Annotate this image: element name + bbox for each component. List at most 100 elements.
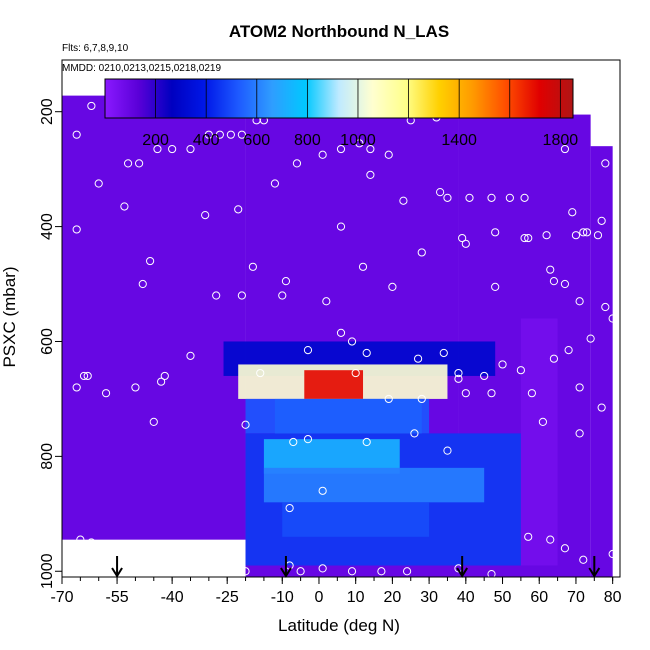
- sample-point: [322, 297, 331, 306]
- sample-point: [146, 256, 155, 266]
- sample-point: [355, 139, 364, 148]
- y-tick-label: 400: [39, 213, 56, 240]
- sample-point: [582, 228, 592, 237]
- sample-point: [439, 348, 448, 358]
- sample-point: [520, 233, 529, 243]
- sample-point: [149, 417, 158, 426]
- sample-point: [204, 130, 213, 139]
- sample-point: [417, 394, 426, 404]
- colorbar-ticks: 200 400 600 800 1000 1400 1800: [142, 132, 578, 149]
- sample-point: [94, 179, 103, 188]
- sample-point: [560, 279, 570, 289]
- sample-point: [487, 570, 496, 579]
- x-tick-label: 70: [567, 589, 585, 606]
- heatmap-layer: [62, 95, 613, 578]
- sample-point: [318, 564, 327, 573]
- heatmap-cell: [263, 467, 485, 503]
- sample-point: [417, 248, 426, 257]
- sample-point: [399, 196, 408, 205]
- sample-point: [384, 150, 393, 159]
- x-tick-label: 50: [494, 589, 512, 606]
- x-tick-label: -55: [106, 589, 129, 606]
- sample-point: [549, 277, 559, 286]
- sample-point: [413, 354, 423, 363]
- sample-point: [520, 193, 529, 202]
- sample-point: [487, 389, 496, 398]
- colorbar-tick-label: 1800: [543, 132, 579, 149]
- sample-point: [579, 228, 588, 237]
- x-tick-label: -10: [271, 589, 294, 606]
- sample-point: [366, 144, 375, 154]
- sample-point: [597, 216, 606, 225]
- colorbar-tick-label: 400: [193, 132, 220, 149]
- sample-point: [303, 345, 313, 355]
- sample-point: [575, 429, 584, 438]
- sample-point: [586, 334, 595, 343]
- colorbar-tick-label: 1400: [441, 132, 477, 149]
- sample-point: [443, 193, 452, 202]
- sample-point: [465, 193, 474, 202]
- sample-point: [480, 371, 489, 381]
- heatmap-cell: [304, 370, 364, 399]
- sample-points-layer: [72, 101, 617, 579]
- sample-point: [593, 231, 603, 240]
- x-tick-label: 0: [315, 589, 324, 606]
- x-tick-label: 80: [604, 589, 622, 606]
- arrow-head: [456, 567, 468, 578]
- dates-subtitle: MMDD: 0210,0213,0215,0218,0219: [62, 63, 221, 74]
- plot-frame: [61, 59, 621, 578]
- colorbar-tick-label: 200: [142, 132, 169, 149]
- sample-point: [76, 535, 85, 544]
- heatmap-cell: [245, 398, 430, 434]
- heatmap-region: [62, 95, 246, 540]
- sample-point: [560, 544, 570, 553]
- sample-point: [505, 193, 514, 202]
- sample-point: [138, 279, 147, 289]
- sample-point: [568, 208, 577, 217]
- sample-point: [542, 231, 551, 240]
- sample-point: [546, 535, 555, 544]
- sample-point: [160, 371, 169, 381]
- sample-point: [296, 567, 305, 576]
- sample-point: [454, 368, 463, 378]
- sample-point: [237, 291, 246, 300]
- sample-point: [285, 503, 294, 513]
- heatmap-region: [590, 146, 613, 577]
- x-tick-label: 30: [420, 589, 438, 606]
- sample-point: [336, 144, 346, 154]
- sample-point: [157, 377, 166, 386]
- sample-point: [79, 371, 89, 381]
- sample-point: [351, 368, 360, 378]
- y-tick-label: 600: [39, 328, 56, 355]
- sample-point: [597, 403, 606, 412]
- sample-point: [487, 193, 496, 202]
- sample-point: [575, 383, 584, 392]
- sample-point: [186, 144, 195, 154]
- sample-point: [72, 383, 81, 392]
- sample-point: [72, 130, 81, 139]
- sample-point: [491, 228, 500, 237]
- sample-point: [215, 130, 224, 139]
- sample-point: [87, 538, 96, 547]
- sample-point: [527, 389, 536, 398]
- sample-point: [270, 179, 280, 188]
- sample-point: [212, 291, 221, 300]
- sample-point: [366, 170, 375, 179]
- x-tick-label: 20: [383, 589, 401, 606]
- sample-point: [256, 368, 265, 378]
- colorbar-tick-label: 800: [294, 132, 321, 149]
- sample-point: [560, 144, 570, 154]
- sample-point: [83, 371, 92, 381]
- sample-point: [461, 389, 470, 398]
- sample-point: [347, 337, 357, 346]
- flights-subtitle: Flts: 6,7,8,9,10: [62, 43, 129, 54]
- sample-point: [601, 159, 610, 168]
- heatmap-cell: [282, 502, 430, 537]
- sample-point: [575, 297, 584, 306]
- sample-point: [436, 188, 445, 197]
- heatmap-cell: [520, 318, 558, 566]
- sample-point: [101, 389, 111, 398]
- x-tick-label: 40: [457, 589, 475, 606]
- sample-point: [168, 144, 177, 154]
